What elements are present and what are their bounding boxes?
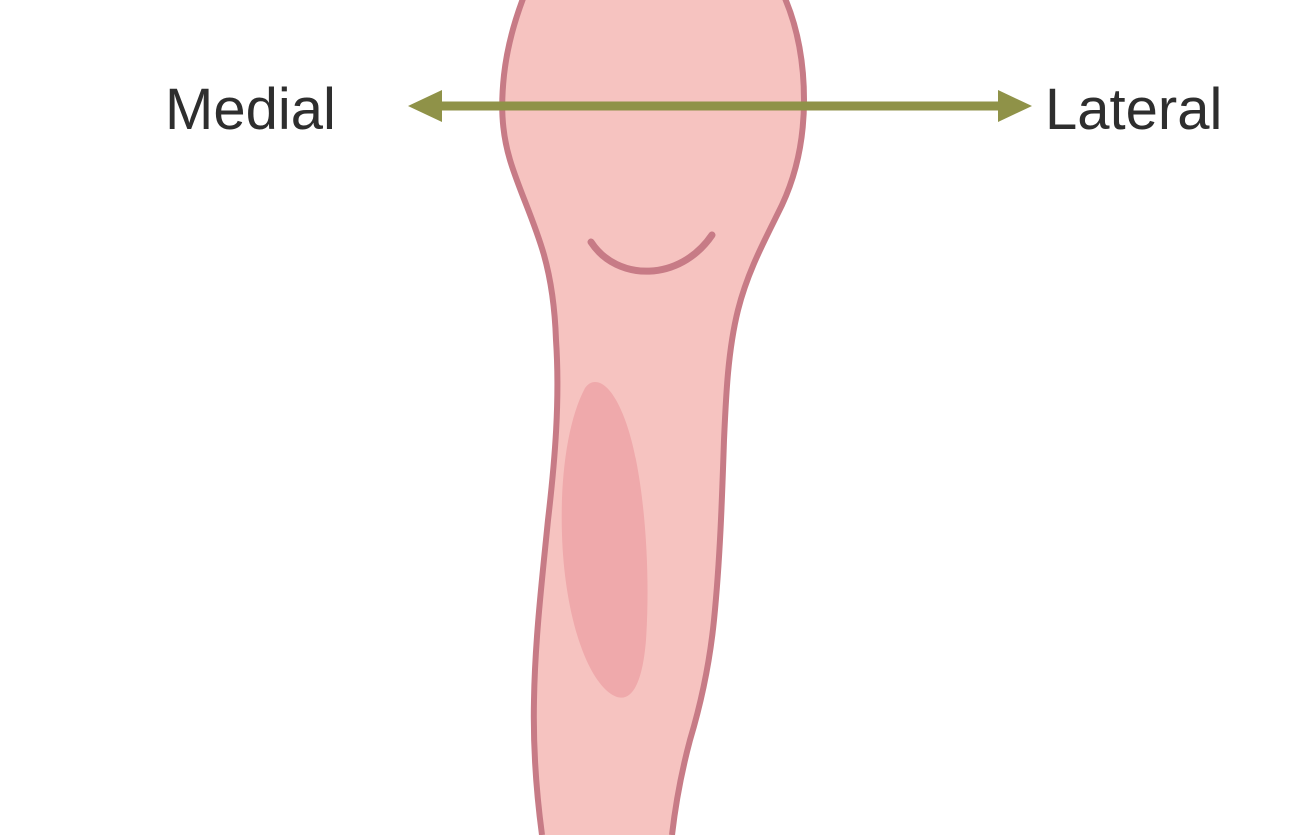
label-medial: Medial xyxy=(165,76,336,143)
label-lateral: Lateral xyxy=(1045,76,1222,143)
arrow-head-right xyxy=(998,90,1032,122)
arrow-head-left xyxy=(408,90,442,122)
leg-fill xyxy=(502,0,804,835)
diagram-canvas: Medial Lateral xyxy=(0,0,1300,835)
